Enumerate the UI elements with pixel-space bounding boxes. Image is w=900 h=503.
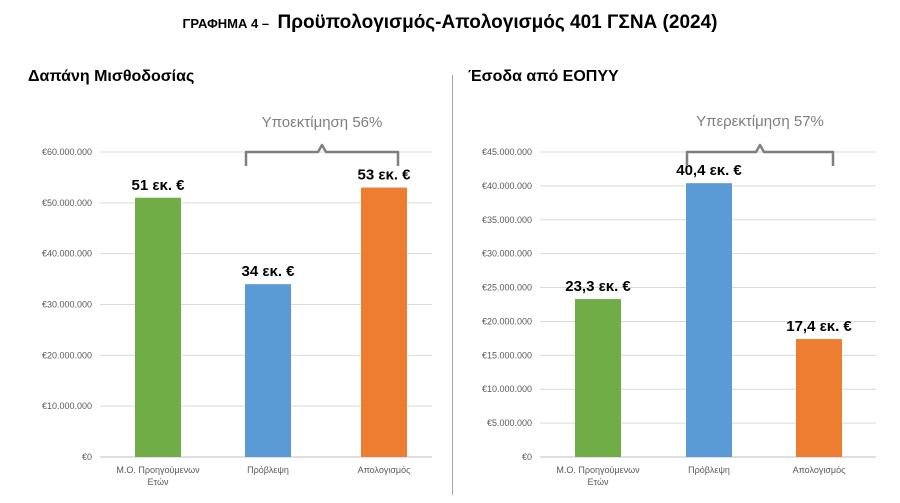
payroll-category-label: Μ.Ο. Προηγούμενων — [116, 465, 200, 475]
panel-divider — [452, 75, 453, 495]
payroll-ytick-label: €50.000.000 — [42, 198, 92, 208]
payroll-ytick-label: €20.000.000 — [42, 350, 92, 360]
payroll-ytick-label: €0 — [82, 452, 92, 462]
payroll-data-label: 53 εκ. € — [357, 167, 411, 184]
payroll-category-label: Πρόβλεψη — [247, 465, 289, 475]
eopyy-category-label: Μ.Ο. Προηγούμενων — [556, 465, 640, 475]
eopyy-ytick-label: €5.000.000 — [487, 418, 532, 428]
eopyy-bar — [686, 183, 732, 457]
figure-main-title: Προϋπολογισμός-Απολογισμός 401 ΓΣΝΑ (202… — [277, 12, 718, 33]
eopyy-ytick-label: €40.000.000 — [482, 181, 532, 191]
eopyy-ytick-label: €25.000.000 — [482, 283, 532, 293]
eopyy-ytick-label: €35.000.000 — [482, 215, 532, 225]
payroll-ytick-label: €30.000.000 — [42, 300, 92, 310]
payroll-ytick-label: €60.000.000 — [42, 147, 92, 157]
eopyy-bar — [796, 339, 842, 457]
eopyy-data-label: 23,3 εκ. € — [565, 278, 631, 295]
payroll-ytick-label: €10.000.000 — [42, 401, 92, 411]
figure-number: ΓΡΑΦΗΜΑ 4 – — [182, 16, 270, 31]
payroll-data-label: 51 εκ. € — [131, 177, 185, 194]
payroll-bar — [361, 187, 407, 458]
eopyy-ytick-label: €20.000.000 — [482, 316, 532, 326]
eopyy-bar — [575, 299, 621, 457]
payroll-bracket — [244, 143, 400, 166]
payroll-bracket-label: Υποεκτίμηση 56% — [262, 114, 383, 131]
payroll-data-label: 34 εκ. € — [241, 263, 295, 280]
eopyy-bracket — [685, 143, 835, 166]
payroll-category-label: Ετών — [148, 477, 169, 487]
payroll-bar — [135, 197, 181, 457]
payroll-category-label: Απολογισμός — [358, 465, 412, 475]
chart-title-payroll: Δαπάνη Μισθοδοσίας — [28, 68, 195, 85]
eopyy-bracket-label: Υπερεκτίμηση 57% — [696, 113, 824, 130]
eopyy-ytick-label: €0 — [522, 452, 532, 462]
payroll-ytick-label: €40.000.000 — [42, 249, 92, 259]
figure-title: ΓΡΑΦΗΜΑ 4 – Προϋπολογισμός-Απολογισμός 4… — [0, 12, 900, 34]
chart-title-eopyy: Έσοδα από ΕΟΠΥΥ — [468, 68, 619, 85]
eopyy-data-label: 17,4 εκ. € — [786, 318, 852, 335]
eopyy-ytick-label: €10.000.000 — [482, 384, 532, 394]
eopyy-ytick-label: €45.000.000 — [482, 147, 532, 157]
eopyy-category-label: Πρόβλεψη — [688, 465, 730, 475]
eopyy-category-label: Ετών — [588, 477, 609, 487]
eopyy-category-label: Απολογισμός — [793, 465, 847, 475]
eopyy-ytick-label: €15.000.000 — [482, 350, 532, 360]
eopyy-ytick-label: €30.000.000 — [482, 249, 532, 259]
payroll-bar — [245, 284, 291, 457]
eopyy-data-label: 40,4 εκ. € — [676, 162, 742, 179]
